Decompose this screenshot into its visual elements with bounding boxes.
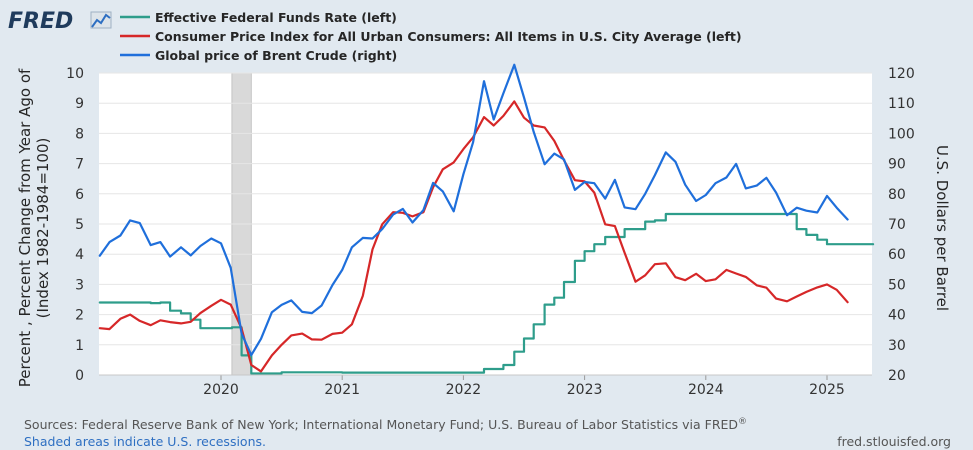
right-tick-20: 20 [888, 368, 906, 384]
legend: Effective Federal Funds Rate (left) Cons… [120, 10, 742, 63]
right-tick-40: 40 [888, 308, 906, 324]
x-tick-2020: 2020 [203, 382, 239, 398]
left-axis-ticks: 0 1 2 3 4 5 6 7 8 9 10 [66, 66, 84, 384]
right-tick-70: 70 [888, 217, 906, 233]
left-axis-title-line2: (Index 1982-1984=100) [34, 138, 52, 319]
fred-logo[interactable]: FRED [8, 9, 112, 34]
left-tick-6: 6 [75, 187, 84, 203]
right-tick-60: 60 [888, 247, 906, 263]
right-tick-80: 80 [888, 187, 906, 203]
legend-label-fed-funds: Effective Federal Funds Rate (left) [155, 10, 397, 25]
right-axis-ticks: 20 30 40 50 60 70 80 90 100 110 120 [888, 66, 915, 384]
recession-note-text: Shaded areas indicate U.S. recessions. [24, 434, 266, 449]
right-tick-90: 90 [888, 157, 906, 173]
x-tick-2024: 2024 [688, 382, 724, 398]
series-lines [98, 63, 875, 375]
site-url-text: fred.stlouisfed.org [837, 434, 951, 449]
right-tick-50: 50 [888, 277, 906, 293]
left-tick-2: 2 [75, 308, 84, 324]
left-tick-0: 0 [75, 368, 84, 384]
sources-text: Sources: Federal Reserve Bank of New Yor… [24, 417, 739, 433]
left-tick-1: 1 [75, 338, 84, 354]
left-axis-title-line1: Percent , Percent Change from Year Ago o… [16, 68, 34, 387]
legend-item-fed-funds: Effective Federal Funds Rate (left) [120, 10, 397, 25]
right-tick-120: 120 [888, 66, 915, 82]
gridlines [99, 72, 872, 346]
legend-item-brent: Global price of Brent Crude (right) [120, 48, 397, 63]
left-tick-7: 7 [75, 157, 84, 173]
left-tick-3: 3 [75, 277, 84, 293]
series-fed-funds-line[interactable] [98, 212, 875, 375]
x-tick-2023: 2023 [567, 382, 603, 398]
x-tick-2022: 2022 [446, 382, 482, 398]
x-tick-2021: 2021 [324, 382, 360, 398]
registered-mark: ® [738, 417, 748, 427]
x-axis-ticks: 2020 2021 2022 2023 2024 2025 [203, 375, 845, 398]
legend-label-brent: Global price of Brent Crude (right) [155, 48, 397, 63]
chart-line-icon [90, 11, 112, 29]
left-tick-4: 4 [75, 247, 84, 263]
recession-note-link[interactable]: Shaded areas indicate U.S. recessions. [24, 434, 266, 449]
right-tick-110: 110 [888, 96, 915, 112]
legend-label-cpi: Consumer Price Index for All Urban Consu… [155, 29, 742, 44]
fred-logo-text: FRED [8, 9, 73, 34]
left-tick-9: 9 [75, 96, 84, 112]
footer-sources: Sources: Federal Reserve Bank of New Yor… [24, 417, 747, 432]
left-tick-5: 5 [75, 217, 84, 233]
right-tick-30: 30 [888, 338, 906, 354]
right-axis-title: U.S. Dollars per Barrel [933, 145, 951, 311]
left-tick-8: 8 [75, 126, 84, 142]
series-brent-line[interactable] [98, 63, 849, 357]
right-tick-100: 100 [888, 126, 915, 142]
fred-site-link[interactable]: fred.stlouisfed.org [837, 434, 951, 449]
left-tick-10: 10 [66, 66, 84, 82]
x-tick-2025: 2025 [809, 382, 845, 398]
legend-item-cpi: Consumer Price Index for All Urban Consu… [120, 29, 742, 44]
